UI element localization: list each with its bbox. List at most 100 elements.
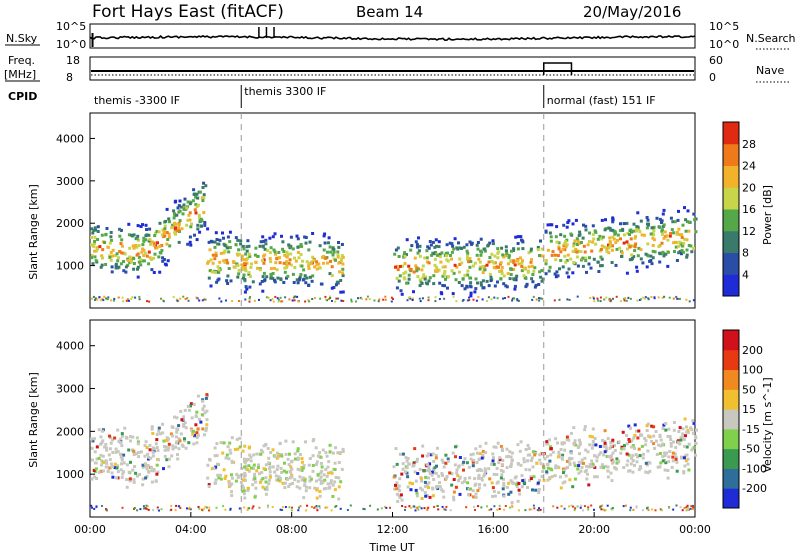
power-point bbox=[384, 298, 387, 301]
velocity-point bbox=[573, 464, 577, 468]
power-point bbox=[481, 271, 485, 275]
velocity-point bbox=[528, 479, 531, 482]
power-point bbox=[683, 237, 687, 241]
power-point bbox=[690, 250, 694, 254]
power-point bbox=[214, 251, 218, 255]
power-point bbox=[297, 256, 301, 260]
power-point bbox=[633, 229, 637, 233]
velocity-point bbox=[405, 471, 409, 475]
velocity-point bbox=[267, 456, 271, 460]
velocity-point bbox=[170, 425, 174, 429]
velocity-point bbox=[687, 468, 691, 472]
velocity-point bbox=[99, 453, 103, 457]
power-point bbox=[187, 299, 190, 302]
velocity-point bbox=[518, 509, 520, 512]
power-point bbox=[350, 298, 353, 301]
power-point bbox=[438, 255, 442, 259]
power-point bbox=[204, 184, 208, 188]
velocity-point bbox=[283, 461, 286, 465]
power-point bbox=[130, 233, 134, 237]
power-point bbox=[568, 298, 571, 301]
velocity-point bbox=[564, 466, 568, 470]
velocity-point bbox=[253, 477, 257, 480]
velocity-point bbox=[403, 470, 407, 474]
power-point bbox=[163, 227, 167, 231]
power-point bbox=[665, 234, 669, 238]
power-point bbox=[155, 246, 159, 250]
velocity-point bbox=[186, 404, 190, 408]
power-point bbox=[478, 267, 482, 271]
velocity-point bbox=[591, 435, 595, 439]
velocity-point bbox=[637, 447, 641, 451]
velocity-point bbox=[156, 470, 160, 474]
velocity-point bbox=[484, 441, 488, 445]
velocity-point bbox=[271, 448, 275, 452]
velocity-point bbox=[505, 466, 509, 470]
power-point bbox=[584, 224, 588, 228]
velocity-point bbox=[593, 437, 597, 440]
power-point bbox=[297, 278, 301, 282]
power-point bbox=[520, 265, 524, 268]
velocity-point bbox=[141, 465, 145, 469]
velocity-point bbox=[478, 444, 482, 448]
velocity-point bbox=[189, 402, 193, 406]
velocity-point bbox=[337, 497, 341, 501]
velocity-point bbox=[106, 465, 109, 469]
power-point bbox=[180, 205, 184, 209]
velocity-point bbox=[175, 416, 179, 420]
velocity-point bbox=[319, 481, 323, 485]
velocity-point bbox=[157, 429, 161, 433]
power-point bbox=[103, 241, 107, 244]
power-point bbox=[599, 300, 602, 303]
power-point bbox=[248, 300, 251, 303]
power-point bbox=[283, 270, 287, 274]
power-point bbox=[469, 276, 473, 280]
power-point bbox=[177, 204, 181, 208]
velocity-point bbox=[694, 453, 697, 457]
power-point bbox=[649, 232, 653, 236]
velocity-point bbox=[401, 462, 405, 466]
power-point bbox=[562, 242, 566, 246]
velocity-point bbox=[110, 471, 114, 475]
power-point bbox=[256, 254, 260, 258]
nsearch-label: N.Search bbox=[746, 32, 796, 45]
power-point bbox=[605, 249, 609, 253]
velocity-point bbox=[681, 427, 685, 431]
velocity-point bbox=[279, 477, 282, 480]
power-point bbox=[247, 252, 251, 256]
velocity-point bbox=[446, 459, 450, 463]
velocity-point bbox=[426, 469, 430, 472]
velocity-point bbox=[610, 507, 613, 510]
power-point bbox=[246, 239, 250, 243]
power-point bbox=[466, 257, 469, 261]
velocity-point bbox=[300, 478, 304, 482]
power-point bbox=[185, 223, 189, 227]
power-point bbox=[567, 219, 571, 223]
velocity-point bbox=[594, 443, 598, 447]
power-point bbox=[651, 244, 655, 247]
power-point bbox=[336, 250, 340, 254]
velocity-point bbox=[543, 457, 547, 461]
velocity-point bbox=[644, 470, 648, 474]
power-point bbox=[490, 298, 493, 301]
power-point bbox=[611, 218, 615, 222]
power-point bbox=[673, 240, 677, 244]
power-point bbox=[165, 231, 169, 234]
velocity-point bbox=[154, 479, 158, 483]
power-point bbox=[225, 299, 227, 302]
velocity-point bbox=[290, 475, 294, 479]
velocity-point bbox=[633, 423, 637, 427]
power-point bbox=[221, 231, 224, 235]
velocity-point bbox=[535, 461, 539, 465]
power-point bbox=[110, 270, 114, 274]
velocity-point bbox=[492, 490, 496, 493]
velocity-point bbox=[632, 436, 636, 440]
velocity-point bbox=[243, 478, 247, 482]
power-point bbox=[213, 245, 217, 249]
power-point bbox=[117, 296, 120, 299]
power-point bbox=[340, 257, 344, 261]
power-point bbox=[153, 252, 157, 256]
velocity-point bbox=[628, 440, 631, 443]
velocity-point bbox=[327, 471, 330, 475]
velocity-colorbar-tick-label: 50 bbox=[742, 383, 756, 396]
